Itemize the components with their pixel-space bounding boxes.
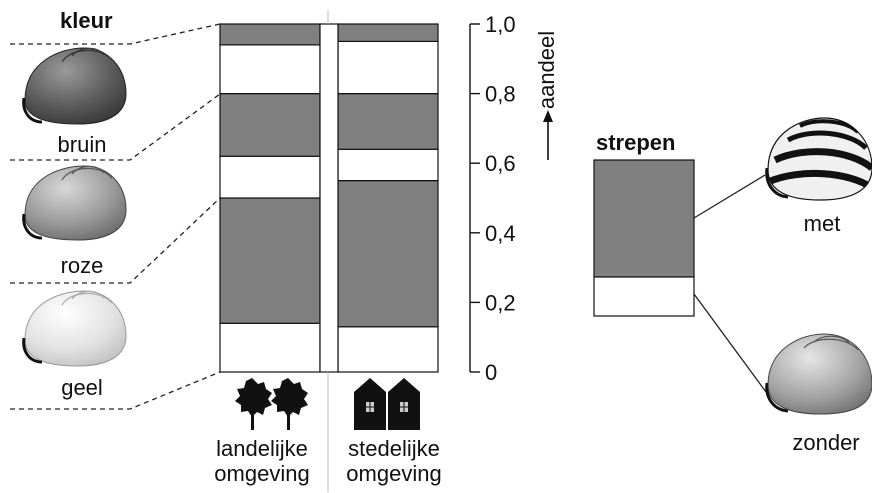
category-label-stedelijk-2: omgeving bbox=[346, 461, 441, 486]
y-tick-label-0: 0 bbox=[485, 360, 497, 385]
bar-segment-0-1 bbox=[219, 197, 321, 324]
legend-item-geel: geel bbox=[61, 375, 103, 400]
bar-segment-1-1 bbox=[337, 180, 439, 328]
inset-item-met: met bbox=[804, 211, 841, 236]
yellow-snail-icon bbox=[22, 290, 127, 367]
y-axis-label: aandeel bbox=[534, 31, 559, 109]
legend-title: kleur bbox=[60, 8, 113, 33]
brown-snail-icon bbox=[22, 47, 127, 125]
bar-segment-0-2 bbox=[219, 155, 321, 199]
bar-segment-1-4 bbox=[337, 40, 439, 95]
y-tick-label-4: 0,8 bbox=[485, 82, 516, 107]
legend-item-bruin: bruin bbox=[58, 132, 107, 157]
bar-gap-strip bbox=[319, 23, 339, 373]
y-tick-label-3: 0,6 bbox=[485, 151, 516, 176]
y-axis-arrow-icon bbox=[543, 110, 553, 160]
bar-segment-1-0 bbox=[337, 326, 439, 373]
inset-segment-met bbox=[593, 159, 695, 278]
tree-icon bbox=[235, 378, 308, 430]
plain-snail-icon bbox=[765, 333, 872, 415]
stripes-bar bbox=[593, 159, 695, 317]
house-icon bbox=[354, 378, 420, 430]
bar-segment-0-0 bbox=[219, 322, 321, 373]
inset-item-zonder: zonder bbox=[792, 430, 859, 455]
y-tick-label-2: 0,4 bbox=[485, 221, 516, 246]
legend-item-roze: roze bbox=[61, 253, 104, 278]
inset-title: strepen bbox=[596, 130, 675, 155]
striped-snail-icon bbox=[765, 117, 872, 201]
bar-segment-0-3 bbox=[219, 92, 321, 157]
bar-segment-0-4 bbox=[219, 44, 321, 95]
bar-segment-0-5 bbox=[219, 23, 321, 46]
category-label-landelijk-1: landelijke bbox=[216, 436, 308, 461]
stacked-bars bbox=[219, 23, 439, 373]
category-label-landelijk-2: omgeving bbox=[214, 461, 309, 486]
y-tick-label-1: 0,2 bbox=[485, 290, 516, 315]
y-tick-label-5: 1,0 bbox=[485, 12, 516, 37]
y-axis: 0 0,2 0,4 0,6 0,8 1,0 bbox=[469, 12, 516, 385]
bar-segment-1-3 bbox=[337, 92, 439, 150]
pink-snail-icon bbox=[22, 165, 127, 241]
category-label-stedelijk-1: stedelijke bbox=[348, 436, 440, 461]
inset-segment-zonder bbox=[593, 276, 695, 317]
bar-segment-1-2 bbox=[337, 148, 439, 182]
inset-connectors bbox=[693, 174, 767, 393]
bar-segment-1-5 bbox=[337, 23, 439, 42]
